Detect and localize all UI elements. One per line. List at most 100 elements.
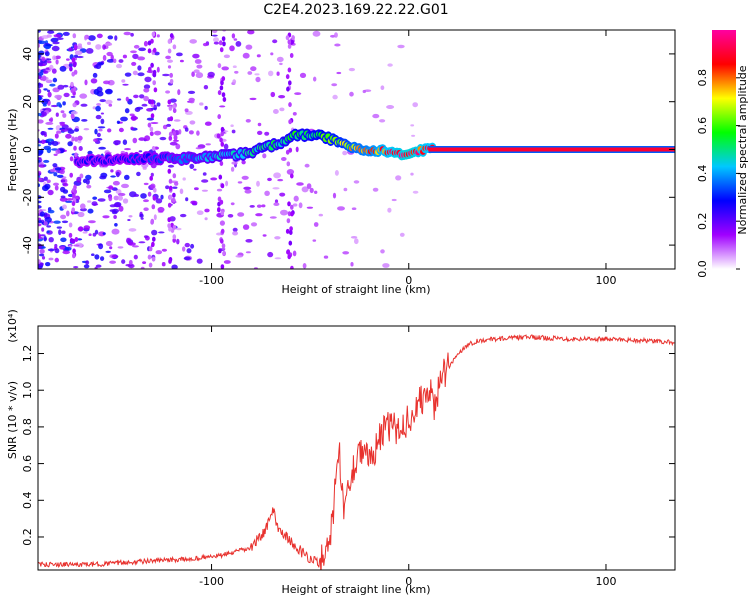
spectrogram-noise-speckle xyxy=(312,239,317,242)
snr-panel: -100 0 100 0.2 0.4 0.6 0.8 1.0 1.2 Height of st… xyxy=(6,309,676,596)
spectrogram-noise-speckle xyxy=(362,89,366,94)
spectrogram-noise-speckle xyxy=(106,51,113,57)
spectrogram-noise-speckle xyxy=(143,40,148,47)
spectrogram-noise-speckle xyxy=(38,259,41,265)
spectrogram-noise-speckle xyxy=(52,77,58,83)
spectrogram-noise-speckle xyxy=(95,44,102,50)
spectrogram-noise-speckle xyxy=(92,106,97,110)
spectrogram-noise-speckle xyxy=(184,127,189,132)
spectrogram-noise-speckle xyxy=(57,84,65,90)
spectrogram-noise-speckle xyxy=(114,35,118,41)
spectrogram-noise-speckle xyxy=(96,103,102,106)
spectrogram-noise-speckle xyxy=(66,198,74,201)
spectrogram-stripe-mark xyxy=(216,133,221,139)
spectrogram-stripe-mark xyxy=(71,201,76,207)
spectrogram-noise-speckle xyxy=(107,128,112,133)
spectrogram-noise-speckle xyxy=(191,200,198,206)
spectrogram-noise-speckle xyxy=(169,98,177,103)
spectrogram-stripe-mark xyxy=(220,141,225,147)
spectrogram-stripe-mark xyxy=(148,99,152,105)
spectrogram-noise-speckle xyxy=(45,79,53,84)
spectrogram-noise-speckle xyxy=(41,75,47,82)
spectrogram-noise-speckle xyxy=(155,198,163,204)
spectrogram-noise-speckle xyxy=(274,257,282,260)
spectrogram-noise-speckle xyxy=(59,65,67,72)
spectrogram-noise-speckle xyxy=(46,60,52,64)
spectrogram-stripe-mark xyxy=(287,201,291,207)
spectrogram-noise-speckle xyxy=(67,129,75,134)
spectrogram-noise-speckle xyxy=(38,75,42,80)
spectrogram-noise-speckle xyxy=(55,59,59,65)
spectrogram-noise-speckle xyxy=(46,138,54,142)
spectrogram-noise-speckle xyxy=(96,86,103,93)
spectrogram-noise-speckle xyxy=(111,254,119,258)
spectrogram-noise-speckle xyxy=(38,119,44,124)
spectrogram-noise-speckle xyxy=(38,82,42,89)
spectrogram-stripe-mark xyxy=(286,218,291,224)
colorbar-tick-label: 0.0 xyxy=(696,260,709,278)
spectrogram-noise-speckle xyxy=(77,211,85,218)
spectrogram-noise-speckle xyxy=(54,257,59,263)
spectrogram-noise-speckle xyxy=(99,99,106,103)
spectrogram-noise-speckle xyxy=(56,174,64,178)
spectrogram-stripe-mark xyxy=(151,256,156,262)
spectrogram-noise-speckle xyxy=(102,232,106,235)
spectrogram-noise-speckle xyxy=(117,192,126,197)
spectrogram-stripe-mark xyxy=(150,62,154,68)
spectrogram-noise-speckle xyxy=(132,70,138,76)
spectrogram-stripe-mark xyxy=(148,262,153,268)
spectrogram-noise-speckle xyxy=(109,260,116,264)
spectrogram-noise-speckle xyxy=(108,195,113,202)
spectrogram-noise-speckle xyxy=(387,63,393,67)
spectrogram-x-tick-label: -100 xyxy=(199,274,224,287)
spectrogram-noise-speckle xyxy=(88,220,96,224)
spectrogram-y-axis-label: Frequency (Hz) xyxy=(6,109,19,192)
spectrogram-noise-speckle xyxy=(292,203,298,207)
spectrogram-noise-speckle xyxy=(115,189,122,195)
spectrogram-noise-speckle xyxy=(189,39,197,44)
spectrogram-noise-speckle xyxy=(176,52,183,57)
spectrogram-stripe-mark xyxy=(168,178,173,184)
spectrogram-noise-speckle xyxy=(386,105,395,109)
spectrogram-noise-speckle xyxy=(64,246,72,251)
spectrogram-stripe-mark xyxy=(69,156,74,162)
spectrogram-noise-speckle xyxy=(133,254,138,260)
spectrogram-noise-speckle xyxy=(87,200,92,203)
spectrogram-stripe-mark xyxy=(220,238,224,244)
spectrogram-noise-speckle xyxy=(221,247,226,251)
spectrogram-noise-speckle xyxy=(116,63,122,69)
spectrogram-noise-speckle xyxy=(43,235,47,242)
spectrogram-noise-speckle xyxy=(141,103,148,107)
spectrogram-noise-speckle xyxy=(234,70,239,74)
spectrogram-stripe-mark xyxy=(222,97,227,102)
spectrogram-y-tick-label: 20 xyxy=(21,95,34,109)
spectrogram-stripe-mark xyxy=(71,207,75,213)
spectrogram-stripe-mark xyxy=(219,85,224,91)
spectrogram-noise-speckle xyxy=(62,101,66,106)
spectrogram-stripe-mark xyxy=(287,39,292,45)
spectrogram-stripe-mark xyxy=(72,33,77,39)
spectrogram-noise-speckle xyxy=(354,238,359,245)
spectrogram-noise-speckle xyxy=(38,40,46,45)
spectrogram-stripe-mark xyxy=(291,35,295,41)
spectrogram-noise-speckle xyxy=(45,121,54,125)
spectrogram-noise-speckle xyxy=(230,202,235,206)
spectrogram-noise-speckle xyxy=(38,140,43,144)
spectrogram-noise-speckle xyxy=(233,38,238,41)
spectrogram-stripe-mark xyxy=(285,228,290,234)
spectrogram-noise-speckle xyxy=(235,41,242,47)
spectrogram-stripe-mark xyxy=(167,223,171,229)
snr-x-tick-label: -100 xyxy=(199,575,224,588)
spectrogram-noise-speckle xyxy=(118,59,124,63)
spectrogram-noise-speckle xyxy=(227,214,234,218)
spectrogram-noise-speckle xyxy=(103,80,111,85)
spectrogram-noise-speckle xyxy=(167,59,173,63)
spectrogram-noise-speckle xyxy=(94,128,98,135)
spectrogram-stripe-mark xyxy=(172,197,176,203)
spectrogram-noise-speckle xyxy=(133,193,140,197)
spectrogram-noise-speckle xyxy=(84,79,88,86)
spectrogram-noise-speckle xyxy=(87,41,91,46)
spectrogram-stripe-mark xyxy=(72,248,76,254)
spectrogram-noise-speckle xyxy=(309,187,314,194)
spectrogram-stripe-mark xyxy=(168,185,173,191)
